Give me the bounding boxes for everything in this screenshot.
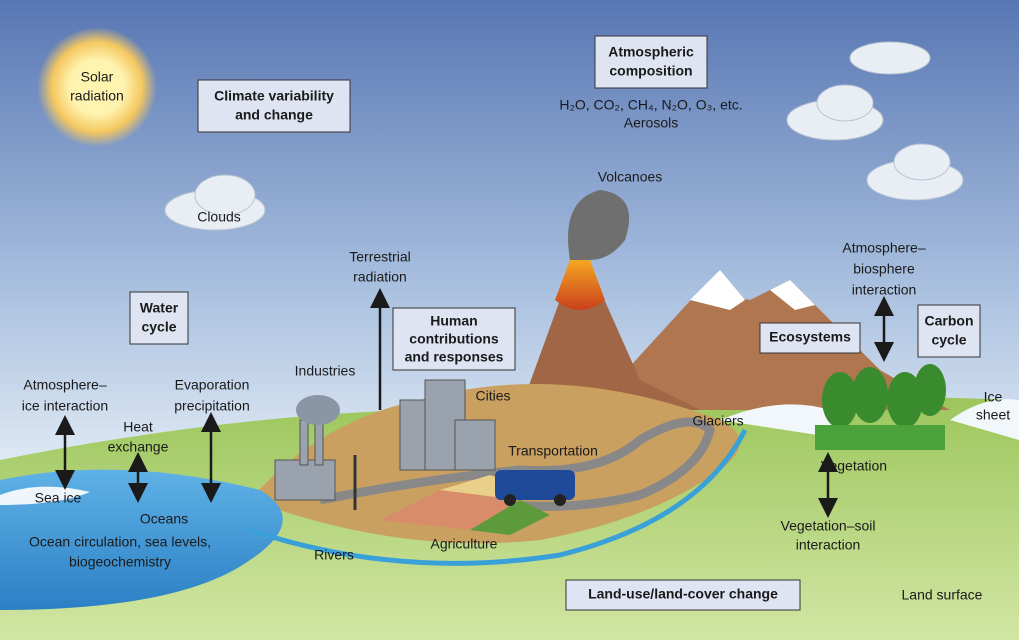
box-text: Water <box>140 300 179 316</box>
label: precipitation <box>174 398 250 414</box>
box <box>129 291 189 345</box>
label: Land surface <box>902 587 983 603</box>
label: Rivers <box>314 547 354 563</box>
label: Aerosols <box>624 115 678 131</box>
label: Solar <box>81 69 114 85</box>
box-text: Human <box>430 313 477 329</box>
box-text: Ecosystems <box>769 329 851 345</box>
label: H₂O, CO₂, CH₄, N₂O, O₃, etc. <box>559 97 742 113</box>
box-text: and responses <box>405 349 504 365</box>
label: Clouds <box>197 209 241 225</box>
label: Volcanoes <box>598 169 663 185</box>
label: Ocean circulation, sea levels, <box>29 534 211 550</box>
box <box>565 579 801 611</box>
label: Atmosphere– <box>842 240 925 256</box>
box-text: cycle <box>931 332 966 348</box>
label: exchange <box>108 439 169 455</box>
box-text: and change <box>235 107 313 123</box>
label: Agriculture <box>431 536 498 552</box>
box <box>197 79 351 133</box>
box-text: contributions <box>409 331 499 347</box>
box <box>917 304 981 358</box>
box <box>392 307 516 371</box>
label: Glaciers <box>692 413 743 429</box>
label: Oceans <box>140 511 188 527</box>
label: Terrestrial <box>349 249 410 265</box>
label: radiation <box>70 88 124 104</box>
label: radiation <box>353 269 407 285</box>
label: Cities <box>475 388 510 404</box>
label: Sea ice <box>35 490 82 506</box>
box-text: Atmospheric <box>608 44 694 60</box>
box-text: Climate variability <box>214 88 334 104</box>
label: interaction <box>852 282 917 298</box>
box-text: Land-use/land-cover change <box>588 586 778 602</box>
label: sheet <box>976 407 1010 423</box>
label: Atmosphere– <box>23 377 106 393</box>
box-text: composition <box>609 63 692 79</box>
label: Ice <box>984 389 1003 405</box>
label: Heat <box>123 419 153 435</box>
label: Vegetation–soil <box>781 518 876 534</box>
boxes: Climate variability and change Atmospher… <box>129 35 981 611</box>
label: interaction <box>796 537 861 553</box>
label: biogeochemistry <box>69 554 171 570</box>
label: ice interaction <box>22 398 108 414</box>
label: biosphere <box>853 261 915 277</box>
box-text: Carbon <box>925 313 974 329</box>
label: Evaporation <box>175 377 250 393</box>
label: Industries <box>295 363 356 379</box>
box-text: cycle <box>141 319 176 335</box>
box <box>759 322 861 354</box>
box <box>594 35 708 89</box>
labels: Solar radiation H₂O, CO₂, CH₄, N₂O, O₃, … <box>22 69 1010 603</box>
label: Vegetation <box>821 458 887 474</box>
label: Transportation <box>508 443 598 459</box>
